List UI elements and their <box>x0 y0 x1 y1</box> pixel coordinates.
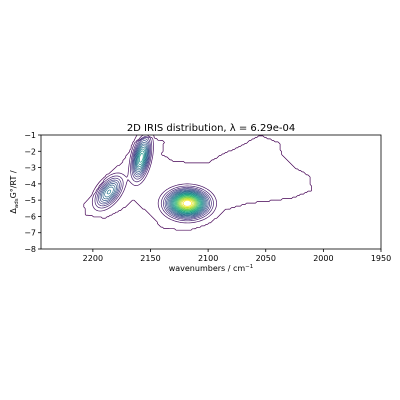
y-tick-label: −2 <box>24 147 36 156</box>
x-axis-label-superscript: −1 <box>245 264 253 270</box>
x-tick-label: 2100 <box>198 254 218 263</box>
y-tick-label: −4 <box>24 180 36 189</box>
contour-level-line <box>96 137 212 220</box>
x-axis-ticks: 2200 2150 2100 2050 2000 1950 <box>83 249 391 263</box>
y-tick-label: −6 <box>24 212 36 221</box>
y-tick-label: −7 <box>24 229 36 238</box>
contour-level-line <box>178 197 197 210</box>
contour-level-line <box>101 141 208 217</box>
contour-level-line <box>181 199 194 208</box>
y-axis-ticks: −8 −7 −6 −5 −4 −3 −2 −1 <box>24 131 41 254</box>
contour-level-line <box>94 136 214 222</box>
contour-level-line <box>176 196 199 211</box>
contour-level-line <box>104 145 206 216</box>
y-axis-label: ΔadsG°/RT / <box>9 170 20 214</box>
x-tick-label: 2000 <box>313 254 333 263</box>
contour-level-line <box>174 194 201 213</box>
y-tick-label: −8 <box>24 245 36 254</box>
contour-level-line <box>139 153 202 213</box>
y-tick-label: −5 <box>24 196 36 205</box>
y-tick-label: −1 <box>24 131 36 140</box>
x-tick-label: 2200 <box>83 254 103 263</box>
x-tick-label: 2050 <box>256 254 276 263</box>
contour-level-line <box>182 200 193 207</box>
plot-frame <box>40 134 382 250</box>
y-axis-label-subscript: ads <box>14 198 20 208</box>
contour-level-line <box>102 143 207 217</box>
contour-level-line <box>180 198 195 209</box>
chart-title: 2D IRIS distribution, λ = 6.29e-04 <box>127 123 295 134</box>
contour-level-line <box>179 197 196 209</box>
x-tick-label: 2150 <box>140 254 160 263</box>
contour-level-line <box>98 138 211 219</box>
x-tick-label: 1950 <box>371 254 391 263</box>
y-tick-label: −3 <box>24 164 36 173</box>
contour-level-line <box>91 135 217 224</box>
contour-level-line <box>106 146 205 215</box>
contour-level-line <box>99 140 209 218</box>
contour-level-line <box>83 135 312 231</box>
contour-level-line <box>177 196 198 211</box>
contour-level-line <box>137 148 204 215</box>
contour-level-line <box>174 194 200 212</box>
contour-lines <box>83 135 312 231</box>
contour-level-line <box>175 195 200 212</box>
contour-level-line <box>137 150 203 214</box>
x-axis-label: wavenumbers / cm−1 <box>169 264 254 273</box>
